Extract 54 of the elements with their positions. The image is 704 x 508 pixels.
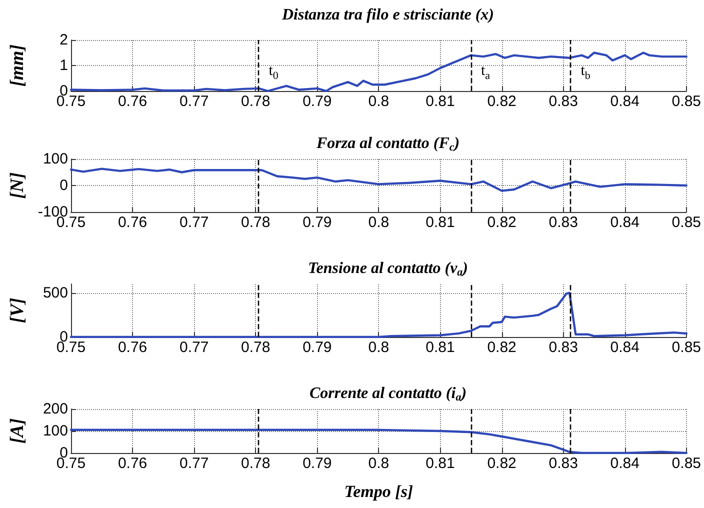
x-tick-label: 0.83	[548, 339, 578, 356]
x-tick-label: 0.79	[302, 93, 332, 110]
x-tick-label: 0.82	[487, 339, 516, 356]
x-tick-label: 0.77	[179, 214, 209, 231]
y-axis-title: [mm]	[7, 44, 28, 87]
y-tick-label: 1	[60, 57, 68, 74]
x-tick-label: 0.81	[426, 214, 455, 231]
line-series	[70, 168, 688, 192]
y-tick-label: 500	[42, 284, 68, 302]
x-tick-label: 0.82	[487, 455, 516, 472]
x-tick-label: 0.77	[179, 455, 209, 472]
x-tick-label: 0.84	[610, 214, 640, 231]
x-tick-label: 0.8	[368, 214, 390, 231]
x-tick-label: 0.8	[368, 339, 390, 356]
x-tick-label: 0.81	[426, 455, 455, 472]
x-tick-label: 0.83	[548, 214, 578, 231]
x-tick-label: 0.82	[487, 214, 516, 231]
x-tick-label: 0.78	[241, 214, 270, 231]
x-tick-label: 0.85	[672, 93, 702, 110]
x-tick-label: 0.84	[610, 93, 640, 110]
y-tick-label: 100	[42, 422, 68, 440]
chart-title: Distanza tra filo e strisciante (x)	[280, 6, 494, 24]
x-axis-title: Tempo [s]	[344, 482, 414, 501]
y-tick-label: 200	[42, 400, 68, 418]
x-tick-label: 0.78	[241, 339, 270, 356]
x-tick-label: 0.82	[487, 93, 516, 110]
x-tick-label: 0.8	[368, 93, 390, 110]
x-tick-label: 0.79	[302, 339, 332, 356]
y-axis-title: [V]	[7, 298, 28, 324]
x-tick-label: 0.77	[179, 339, 209, 356]
x-tick-label: 0.85	[672, 339, 702, 356]
x-tick-label: 0.83	[548, 93, 578, 110]
y-axis-title: [N]	[7, 172, 28, 199]
y-tick-label: 2	[60, 32, 68, 48]
x-tick-label: 0.81	[426, 339, 455, 356]
x-tick-label: 0.76	[118, 339, 148, 356]
x-tick-label: 0.76	[118, 214, 148, 231]
x-tick-label: 0.84	[610, 339, 640, 356]
x-tick-label: 0.8	[368, 455, 390, 472]
x-tick-label: 0.79	[302, 455, 332, 472]
x-tick-label: 0.84	[610, 455, 640, 472]
x-tick-label: 0.83	[548, 455, 578, 472]
x-tick-label: 0.85	[672, 214, 702, 231]
x-tick-label: 0.78	[241, 455, 270, 472]
x-tick-label: 0.79	[302, 214, 332, 231]
y-axis-title: [A]	[7, 418, 28, 444]
x-tick-label: 0.77	[179, 93, 209, 110]
x-tick-label: 0.76	[118, 455, 148, 472]
y-tick-label: 0	[60, 177, 68, 194]
x-tick-label: 0.78	[241, 93, 270, 110]
x-tick-label: 0.81	[426, 93, 455, 110]
x-tick-label: 0.85	[672, 455, 702, 472]
x-tick-label: 0.76	[118, 93, 148, 110]
y-tick-label: 100	[42, 150, 68, 168]
